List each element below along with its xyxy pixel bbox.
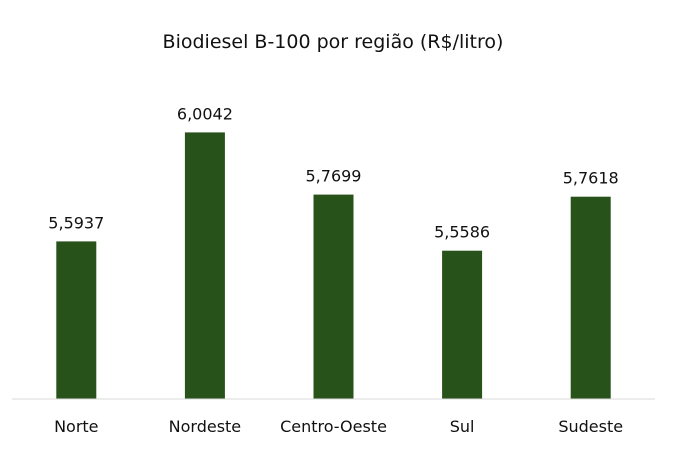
data-label: 5,7618: [563, 169, 619, 188]
data-label: 5,7699: [306, 167, 362, 186]
bar-sudeste: [570, 196, 611, 399]
data-label: 5,5586: [434, 223, 490, 242]
x-tick-label: Centro-Oeste: [280, 417, 387, 436]
bars-group: 5,5937 6,0042 5,7699 5,5586 5,7618: [48, 104, 619, 399]
bar-centro-oeste: [313, 194, 354, 399]
bar-norte: [56, 241, 97, 399]
bar-sul: [442, 250, 483, 399]
x-tick-labels: Norte Nordeste Centro-Oeste Sul Sudeste: [54, 417, 623, 436]
data-label: 6,0042: [177, 104, 233, 123]
x-tick-label: Nordeste: [169, 417, 242, 436]
data-label: 5,5937: [48, 213, 104, 232]
x-tick-label: Sul: [450, 417, 475, 436]
chart-title: Biodiesel B-100 por região (R$/litro): [163, 31, 504, 53]
x-tick-label: Sudeste: [558, 417, 623, 436]
x-tick-label: Norte: [54, 417, 98, 436]
bar-nordeste: [184, 132, 225, 399]
